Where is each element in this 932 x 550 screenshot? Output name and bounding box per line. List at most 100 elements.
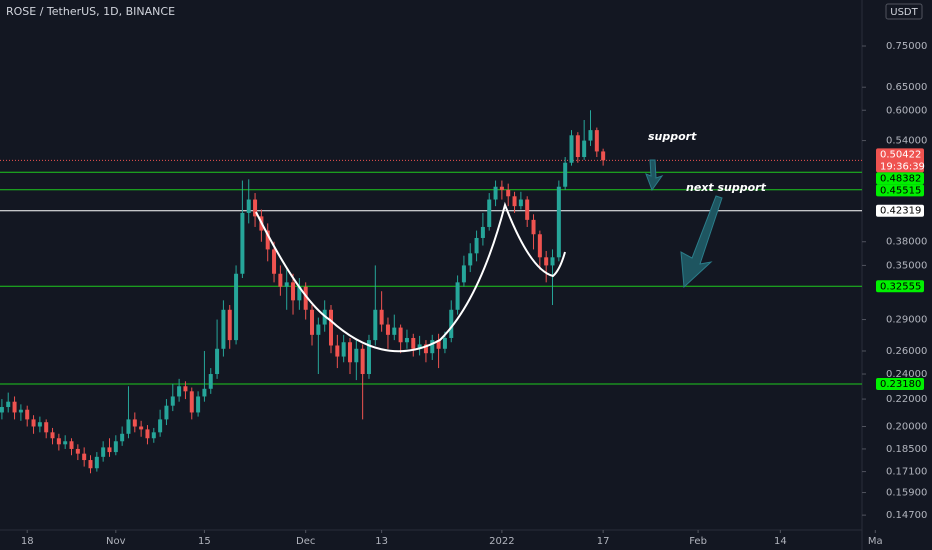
candle-body (449, 309, 454, 338)
candle-body (354, 348, 359, 363)
annotation: support (648, 130, 697, 143)
candle-body (12, 401, 17, 413)
candle-body (101, 447, 106, 457)
candle-body (278, 273, 283, 287)
candle-body (139, 426, 144, 430)
level-box (876, 280, 924, 293)
candle-body (569, 135, 574, 163)
candle-body (0, 407, 4, 413)
candle-body (291, 282, 296, 301)
y-tick-label: 0.15900 (886, 488, 927, 499)
candle-body (594, 130, 599, 152)
countdown-label: 19:36:39 (880, 161, 925, 172)
candle-body (417, 344, 422, 349)
candle-body (69, 441, 74, 449)
candle-body (493, 186, 498, 200)
candle-body (423, 344, 428, 354)
candle-body (177, 386, 182, 397)
candle-body (94, 456, 99, 469)
candle-body (537, 234, 542, 258)
candle-body (151, 432, 156, 439)
candle-body (480, 226, 485, 238)
candle-body (6, 401, 11, 408)
y-tick-label: 0.17100 (886, 467, 927, 478)
candle-body (525, 199, 530, 220)
candle-body (272, 249, 277, 274)
current-price-box (876, 148, 924, 173)
candle-body (373, 309, 378, 341)
candle-body (120, 433, 125, 442)
candle-body (347, 342, 352, 363)
currency-label[interactable]: USDT (890, 7, 918, 18)
level-label: 0.42319 (880, 206, 921, 217)
candle-body (379, 309, 384, 325)
x-tick-label: Nov (106, 536, 126, 547)
candle-body (189, 391, 194, 413)
arrow (645, 159, 664, 192)
candle-body (132, 419, 137, 427)
candle-body (107, 447, 112, 453)
y-tick-label: 0.29000 (886, 315, 927, 326)
candle-body (227, 309, 232, 341)
y-tick-label: 0.54000 (886, 136, 927, 147)
y-tick-label: 0.60000 (886, 105, 927, 116)
level-box (876, 378, 924, 391)
candle-body (25, 409, 30, 420)
candle-body (582, 140, 587, 158)
candle-body (329, 309, 334, 346)
candle-body (487, 199, 492, 227)
candle-body (170, 396, 175, 406)
candle-body (221, 309, 226, 349)
y-tick-label: 0.24000 (886, 369, 927, 380)
candle-body (341, 342, 346, 357)
y-tick-label: 0.75000 (886, 41, 927, 52)
y-tick-label: 0.20000 (886, 422, 927, 433)
candle-body (360, 348, 365, 375)
candle-body (506, 189, 511, 197)
candle-body (63, 441, 68, 445)
candle-body (544, 257, 549, 266)
candle-body (436, 340, 441, 349)
candle-body (404, 337, 409, 343)
x-tick-label: Dec (296, 536, 315, 547)
candle-body (202, 388, 207, 397)
candle-body (37, 422, 42, 427)
candle-body (455, 282, 460, 310)
candle-body (126, 419, 131, 434)
y-tick-label: 0.38000 (886, 237, 927, 248)
candle-body (385, 324, 390, 335)
candle-body (284, 282, 289, 287)
y-tick-label: 0.14700 (886, 510, 927, 521)
candle-body (310, 309, 315, 335)
candle-body (215, 348, 220, 375)
candle-body (234, 273, 239, 341)
candle-body (398, 327, 403, 343)
candle-body (499, 186, 504, 190)
candle-body (164, 405, 169, 420)
chart-title: ROSE / TetherUS, 1D, BINANCE (6, 5, 175, 18)
y-tick-label: 0.22000 (886, 394, 927, 405)
x-tick-label: Ma (868, 536, 883, 547)
cup-drawing (255, 201, 566, 353)
candle-body (246, 199, 251, 213)
y-tick-label: 0.18500 (886, 444, 927, 455)
level-box (876, 204, 924, 217)
candle-body (44, 422, 49, 433)
candle-body (474, 237, 479, 254)
y-tick-label: 0.35000 (886, 260, 927, 271)
candle-body (265, 230, 270, 250)
candle-body (145, 429, 150, 439)
candle-body (158, 419, 163, 433)
plot-area (0, 110, 862, 474)
x-tick-label: Feb (689, 536, 707, 547)
candle-body (303, 286, 308, 310)
currency-box[interactable] (885, 3, 923, 20)
level-box (876, 172, 924, 185)
x-tick-label: 18 (21, 536, 34, 547)
candle-body (31, 419, 36, 427)
candle-body (75, 448, 80, 454)
x-tick-label: 15 (198, 536, 211, 547)
